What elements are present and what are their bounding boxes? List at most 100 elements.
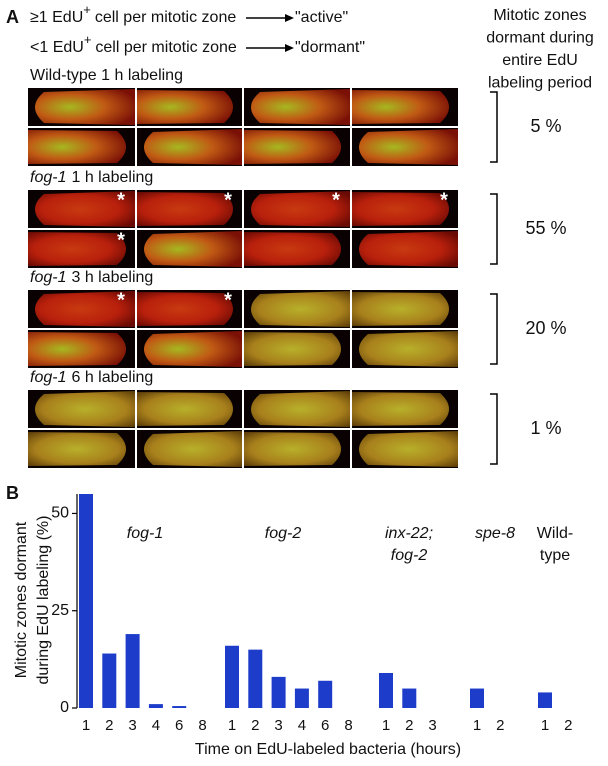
group-label: fog-2 [265,525,302,542]
x-tick-label: 3 [128,717,136,734]
legend-text: ≥1 EdU+ cell per mitotic zone [30,2,236,26]
y-axis-label: during EdU labeling (%) [35,516,52,685]
gonad-image [251,89,350,125]
gonad-image [144,231,242,267]
x-tick-label: 3 [428,717,436,734]
x-tick-label: 6 [321,717,329,734]
gonad-image [144,331,242,367]
bar [379,672,393,708]
x-tick-label: 2 [405,717,413,734]
x-tick-label: 8 [344,717,352,734]
asterisk: * [117,229,125,251]
gonad-image [28,432,126,466]
y-tick-label: 50 [51,505,69,522]
group-title: fog-1 6 h labeling [30,369,153,386]
gene-name: fog-1 [30,169,66,186]
bar [294,688,309,708]
x-tick-label: 2 [105,717,113,734]
arrow-head [285,44,294,52]
group-label: type [540,547,570,564]
legend-sup: + [83,2,91,17]
gonad-image [28,232,126,266]
gonad-image [137,392,233,426]
group-label: inx-22; [385,525,433,542]
group-label: spe-8 [475,525,515,542]
gonad-image [352,90,449,124]
group-label: fog-2 [391,547,428,564]
bar [125,634,140,708]
x-tick-label: 1 [228,717,236,734]
gonad-image [35,291,135,327]
percent: 20 % [525,318,566,338]
legend-sup: + [84,32,92,47]
group-label: fog-1 [127,525,163,542]
group-title: fog-1 1 h labeling [30,169,153,186]
bracket [490,293,498,365]
percent: 1 % [530,418,561,438]
gonad-image [352,292,449,326]
bar [225,645,239,708]
x-tick-label: 3 [274,717,282,734]
gonad-image [137,90,233,124]
x-tick-label: 8 [198,717,206,734]
bar [318,680,333,708]
x-tick-label: 2 [251,717,259,734]
x-tick-label: 1 [382,717,390,734]
bar [538,692,552,708]
bar [248,649,263,708]
gonad-image [244,432,341,466]
bar [402,688,417,708]
gonad-image [35,391,135,427]
percent: 55 % [525,218,566,238]
gonad-image [359,331,458,367]
header-line: labeling period [488,75,592,92]
gonad-image [137,292,233,326]
gonad-image [251,291,350,327]
header-line: entire EdU [502,52,578,69]
legend-text: <1 EdU+ cell per mitotic zone [30,32,237,56]
group-label: Wild-type 1 h labeling [30,67,183,84]
x-tick-label: 4 [152,717,160,734]
gonad-image [352,392,449,426]
group-title: fog-1 3 h labeling [30,269,153,286]
gonad-image [28,332,126,366]
legend-state: "dormant" [295,39,365,56]
y-axis-label: Mitotic zones dormant [13,521,30,678]
x-tick-label: 2 [496,717,504,734]
y-tick-label: 25 [51,602,69,619]
x-tick-label: 1 [473,717,481,734]
asterisk: * [117,189,125,211]
panel-label: B [6,483,19,503]
gonad-image [35,191,135,227]
percent: 5 % [530,116,561,136]
gonad-image [244,232,341,266]
gonad-image [251,391,350,427]
gonad-image [244,130,341,164]
bracket [490,193,498,265]
gene-name: fog-1 [30,369,66,386]
asterisk: * [440,189,448,211]
group-label: 6 h labeling [71,369,153,386]
gonad-image [251,191,350,227]
gonad-image [359,129,458,165]
group-label: 1 h labeling [71,169,153,186]
legend-pre: <1 EdU [30,39,84,56]
bar [470,688,484,708]
bar [148,704,163,708]
legend-post: cell per mitotic zone [95,9,236,26]
bar [79,494,93,708]
gonad-image [244,332,341,366]
y-tick-label: 0 [60,699,69,716]
bracket [490,91,498,163]
x-tick-label: 2 [564,717,572,734]
x-tick-label: 4 [298,717,306,734]
bar [172,706,187,708]
asterisk: * [224,189,232,211]
group-label: 3 h labeling [71,269,153,286]
gonad-image [35,89,135,125]
gonad-image [28,130,126,164]
gonad-image [359,231,458,267]
x-tick-label: 6 [175,717,183,734]
